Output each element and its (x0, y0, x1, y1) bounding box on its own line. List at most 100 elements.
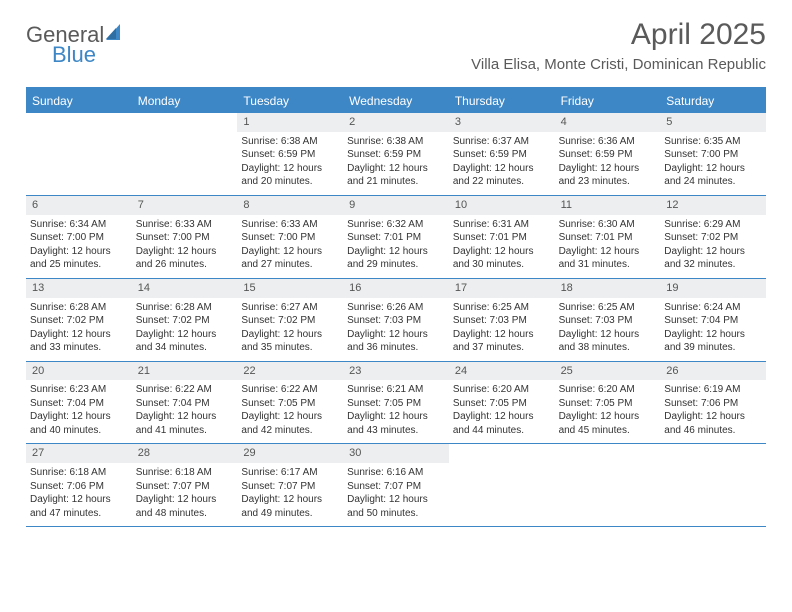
sunset-text: Sunset: 6:59 PM (347, 148, 445, 162)
daylight-text: and 49 minutes. (241, 507, 339, 521)
day-number: 12 (660, 196, 766, 215)
day-number: 10 (449, 196, 555, 215)
sunset-text: Sunset: 7:05 PM (559, 397, 657, 411)
day-number: 16 (343, 279, 449, 298)
daylight-text: and 45 minutes. (559, 424, 657, 438)
logo: General Blue (26, 24, 128, 68)
sunset-text: Sunset: 6:59 PM (559, 148, 657, 162)
sunset-text: Sunset: 7:06 PM (30, 480, 128, 494)
sunrise-text: Sunrise: 6:16 AM (347, 466, 445, 480)
daylight-text: and 47 minutes. (30, 507, 128, 521)
day-details: Sunrise: 6:30 AMSunset: 7:01 PMDaylight:… (555, 215, 661, 278)
title-block: April 2025 Villa Elisa, Monte Cristi, Do… (471, 18, 766, 73)
day-details: Sunrise: 6:31 AMSunset: 7:01 PMDaylight:… (449, 215, 555, 278)
daylight-text: and 50 minutes. (347, 507, 445, 521)
daylight-text: Daylight: 12 hours (559, 245, 657, 259)
sunset-text: Sunset: 7:00 PM (241, 231, 339, 245)
sunrise-text: Sunrise: 6:38 AM (347, 135, 445, 149)
daylight-text: Daylight: 12 hours (241, 493, 339, 507)
day-details: Sunrise: 6:35 AMSunset: 7:00 PMDaylight:… (660, 132, 766, 195)
calendar-day-cell: .. (132, 113, 238, 195)
daylight-text: Daylight: 12 hours (136, 410, 234, 424)
logo-word-blue: Blue (52, 42, 96, 67)
day-details: Sunrise: 6:21 AMSunset: 7:05 PMDaylight:… (343, 380, 449, 443)
sunrise-text: Sunrise: 6:22 AM (136, 383, 234, 397)
day-details: Sunrise: 6:28 AMSunset: 7:02 PMDaylight:… (26, 298, 132, 361)
day-number: 6 (26, 196, 132, 215)
day-details: Sunrise: 6:28 AMSunset: 7:02 PMDaylight:… (132, 298, 238, 361)
daylight-text: Daylight: 12 hours (664, 328, 762, 342)
day-number: 23 (343, 362, 449, 381)
sunset-text: Sunset: 7:02 PM (136, 314, 234, 328)
day-details: Sunrise: 6:22 AMSunset: 7:05 PMDaylight:… (237, 380, 343, 443)
day-details: Sunrise: 6:24 AMSunset: 7:04 PMDaylight:… (660, 298, 766, 361)
day-number: 27 (26, 444, 132, 463)
sunset-text: Sunset: 7:03 PM (453, 314, 551, 328)
day-number: 22 (237, 362, 343, 381)
day-details: Sunrise: 6:20 AMSunset: 7:05 PMDaylight:… (449, 380, 555, 443)
day-number: 18 (555, 279, 661, 298)
daylight-text: Daylight: 12 hours (347, 493, 445, 507)
daylight-text: and 44 minutes. (453, 424, 551, 438)
day-of-week-header: Wednesday (343, 89, 449, 113)
day-number: 9 (343, 196, 449, 215)
daylight-text: Daylight: 12 hours (30, 410, 128, 424)
daylight-text: Daylight: 12 hours (664, 410, 762, 424)
sunset-text: Sunset: 7:00 PM (664, 148, 762, 162)
day-number: 4 (555, 113, 661, 132)
daylight-text: Daylight: 12 hours (664, 245, 762, 259)
day-details: Sunrise: 6:22 AMSunset: 7:04 PMDaylight:… (132, 380, 238, 443)
calendar-week-row: 13Sunrise: 6:28 AMSunset: 7:02 PMDayligh… (26, 279, 766, 362)
calendar-day-cell: 28Sunrise: 6:18 AMSunset: 7:07 PMDayligh… (132, 444, 238, 526)
sunset-text: Sunset: 7:04 PM (30, 397, 128, 411)
sunset-text: Sunset: 7:05 PM (347, 397, 445, 411)
day-number: 30 (343, 444, 449, 463)
sunrise-text: Sunrise: 6:22 AM (241, 383, 339, 397)
calendar-day-cell: .. (555, 444, 661, 526)
calendar-day-cell: 15Sunrise: 6:27 AMSunset: 7:02 PMDayligh… (237, 279, 343, 361)
calendar-body: ....1Sunrise: 6:38 AMSunset: 6:59 PMDayl… (26, 113, 766, 527)
calendar-day-cell: 22Sunrise: 6:22 AMSunset: 7:05 PMDayligh… (237, 362, 343, 444)
day-number: 21 (132, 362, 238, 381)
location-subtitle: Villa Elisa, Monte Cristi, Dominican Rep… (471, 56, 766, 73)
day-of-week-header: Thursday (449, 89, 555, 113)
calendar-day-cell: 29Sunrise: 6:17 AMSunset: 7:07 PMDayligh… (237, 444, 343, 526)
calendar-day-cell: 1Sunrise: 6:38 AMSunset: 6:59 PMDaylight… (237, 113, 343, 195)
day-number: 13 (26, 279, 132, 298)
calendar-day-cell: .. (660, 444, 766, 526)
daylight-text: Daylight: 12 hours (559, 410, 657, 424)
sunrise-text: Sunrise: 6:23 AM (30, 383, 128, 397)
day-of-week-header: Sunday (26, 89, 132, 113)
daylight-text: and 41 minutes. (136, 424, 234, 438)
day-of-week-header: Tuesday (237, 89, 343, 113)
day-details: Sunrise: 6:26 AMSunset: 7:03 PMDaylight:… (343, 298, 449, 361)
day-number: 11 (555, 196, 661, 215)
daylight-text: and 42 minutes. (241, 424, 339, 438)
day-number: 14 (132, 279, 238, 298)
day-details: Sunrise: 6:25 AMSunset: 7:03 PMDaylight:… (555, 298, 661, 361)
sail-icon (106, 24, 128, 46)
daylight-text: Daylight: 12 hours (241, 245, 339, 259)
calendar-day-cell: 27Sunrise: 6:18 AMSunset: 7:06 PMDayligh… (26, 444, 132, 526)
daylight-text: and 38 minutes. (559, 341, 657, 355)
day-number: 28 (132, 444, 238, 463)
sunrise-text: Sunrise: 6:28 AM (30, 301, 128, 315)
calendar-day-cell: 10Sunrise: 6:31 AMSunset: 7:01 PMDayligh… (449, 196, 555, 278)
day-of-week-header: Saturday (660, 89, 766, 113)
sunset-text: Sunset: 7:04 PM (664, 314, 762, 328)
day-details: Sunrise: 6:38 AMSunset: 6:59 PMDaylight:… (343, 132, 449, 195)
calendar-day-cell: 30Sunrise: 6:16 AMSunset: 7:07 PMDayligh… (343, 444, 449, 526)
daylight-text: and 32 minutes. (664, 258, 762, 272)
calendar-day-cell: 17Sunrise: 6:25 AMSunset: 7:03 PMDayligh… (449, 279, 555, 361)
day-details: Sunrise: 6:27 AMSunset: 7:02 PMDaylight:… (237, 298, 343, 361)
header: General Blue April 2025 Villa Elisa, Mon… (0, 0, 792, 77)
daylight-text: and 31 minutes. (559, 258, 657, 272)
daylight-text: and 29 minutes. (347, 258, 445, 272)
sunrise-text: Sunrise: 6:30 AM (559, 218, 657, 232)
daylight-text: Daylight: 12 hours (559, 162, 657, 176)
sunrise-text: Sunrise: 6:36 AM (559, 135, 657, 149)
sunset-text: Sunset: 7:05 PM (453, 397, 551, 411)
day-number: 24 (449, 362, 555, 381)
calendar-day-cell: 20Sunrise: 6:23 AMSunset: 7:04 PMDayligh… (26, 362, 132, 444)
sunrise-text: Sunrise: 6:24 AM (664, 301, 762, 315)
